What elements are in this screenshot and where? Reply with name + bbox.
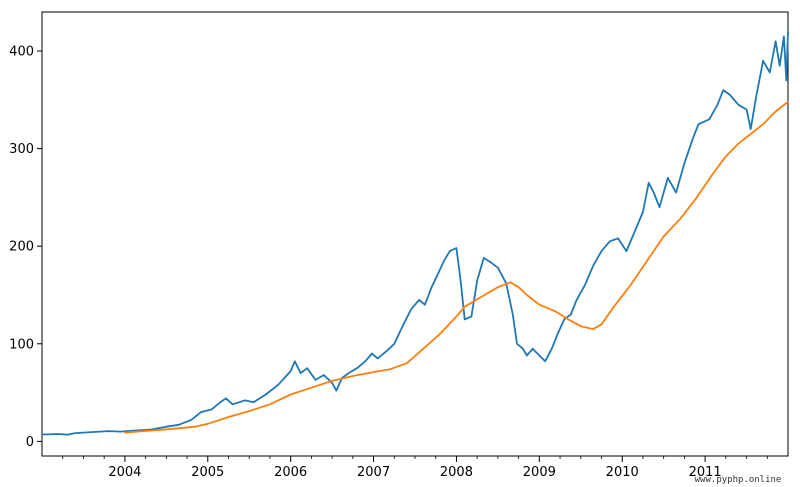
- plot-area: [41, 11, 789, 457]
- x-axis: 2004 2005 2006 2007 2008 2009 2010 2011: [62, 456, 768, 480]
- x-tick-label: 2005: [191, 465, 224, 480]
- watermark-text: www.pyphp.online: [695, 475, 782, 485]
- x-tick-label: 2011: [689, 465, 722, 480]
- x-tick-label: 2006: [274, 465, 307, 480]
- y-tick-label: 300: [9, 142, 34, 157]
- series-line-2: [124, 100, 789, 434]
- y-axis: 0 100 200 300 400: [9, 45, 42, 450]
- y-tick-label: 100: [9, 337, 34, 352]
- x-tick-label: 2009: [523, 465, 556, 480]
- x-tick-label: 2007: [357, 465, 390, 480]
- x-tick-label: 2010: [606, 465, 639, 480]
- y-tick-label: 0: [26, 435, 34, 450]
- y-tick-label: 400: [9, 45, 34, 60]
- series-layer: [41, 30, 789, 436]
- series-line-1: [41, 30, 789, 436]
- y-tick-label: 200: [9, 240, 34, 255]
- x-tick-label: 2008: [440, 465, 473, 480]
- x-tick-label: 2004: [108, 465, 141, 480]
- plot-frame: [41, 11, 789, 457]
